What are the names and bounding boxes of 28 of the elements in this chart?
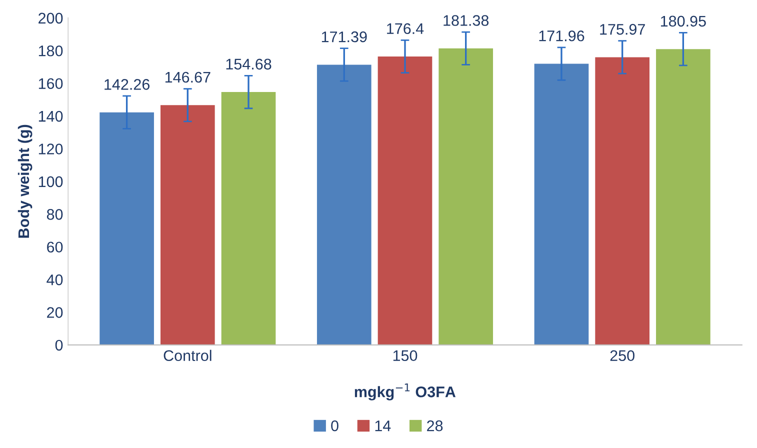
legend-label: 28 <box>427 420 443 432</box>
y-tick-label: 80 <box>46 209 63 220</box>
y-tick-label: 200 <box>38 12 63 24</box>
data-label: 180.95 <box>660 16 706 27</box>
y-tick-label: 20 <box>47 307 63 318</box>
x-axis-title: mgkg$^{−1}$ O3FA <box>354 384 456 400</box>
data-label: 146.67 <box>165 72 210 83</box>
y-tick-label: 180 <box>38 45 63 56</box>
y-tick-label: 60 <box>47 242 63 253</box>
y-axis-title: Body weight (g) <box>18 124 32 238</box>
y-tick-label: 100 <box>38 176 63 188</box>
data-label: 142.26 <box>104 79 150 90</box>
data-label: 176.4 <box>387 23 424 34</box>
data-label: 171.96 <box>539 30 584 42</box>
x-tick-label: 250 <box>610 350 634 362</box>
x-tick-label: 150 <box>393 350 418 362</box>
data-label: 181.38 <box>444 15 489 26</box>
data-label: 175.97 <box>600 24 645 35</box>
y-tick-label: 140 <box>38 110 63 122</box>
y-tick-label: 0 <box>55 340 63 351</box>
data-label: 154.68 <box>226 58 272 70</box>
legend-label: 0 <box>331 420 338 432</box>
data-label: 171.39 <box>322 31 367 42</box>
legend-label: 14 <box>375 420 391 432</box>
y-tick-label: 160 <box>38 78 63 90</box>
y-tick-label: 40 <box>46 274 63 286</box>
y-tick-label: 120 <box>38 144 63 154</box>
x-tick-label: Control <box>164 350 212 362</box>
